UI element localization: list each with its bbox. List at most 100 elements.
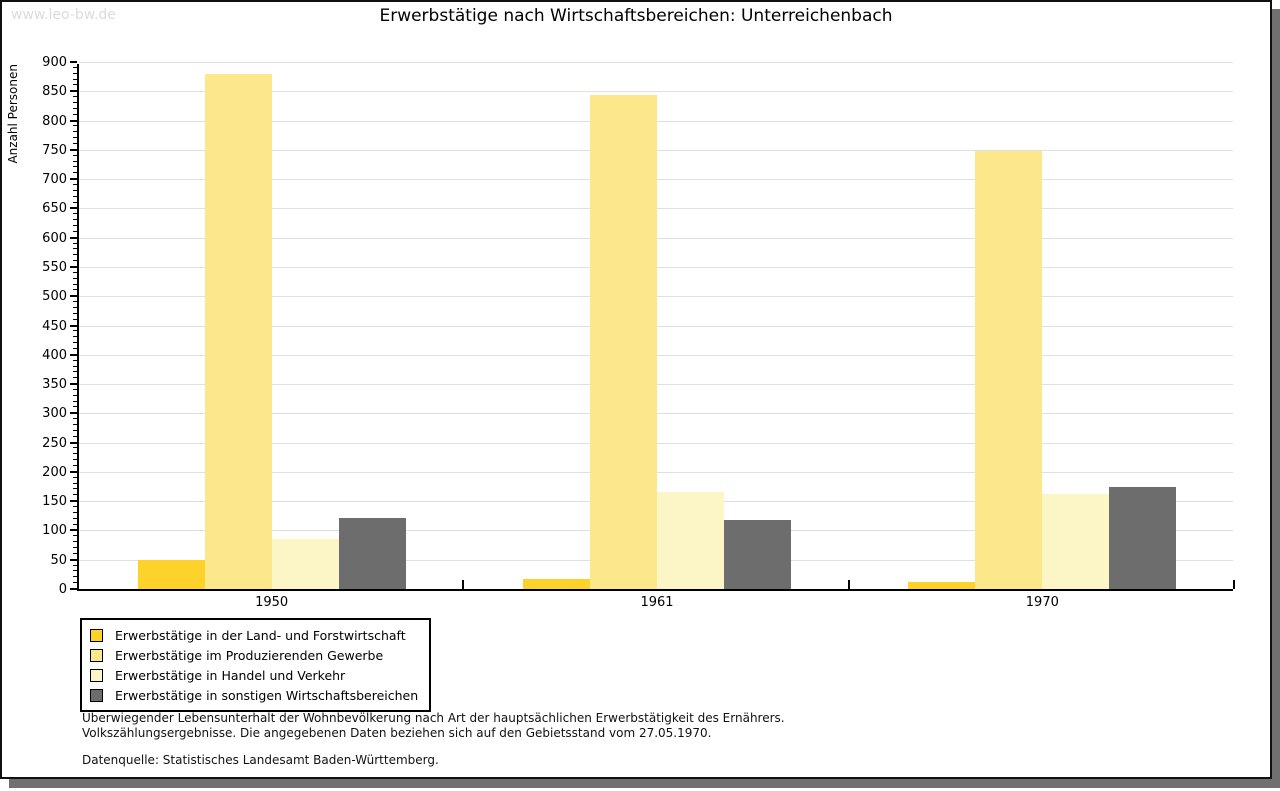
y-axis-tick-label: 650 <box>42 201 67 217</box>
y-axis-tick <box>73 224 77 226</box>
y-axis-tick <box>70 470 77 473</box>
y-axis-tick <box>70 148 77 151</box>
y-axis-tick <box>73 582 77 584</box>
y-axis-tick <box>73 488 77 490</box>
x-axis-label: 1961 <box>640 595 674 610</box>
footnote-line-1: Überwiegender Lebensunterhalt der Wohnbe… <box>82 711 785 725</box>
y-axis-tick <box>73 447 77 449</box>
y-axis-tick <box>70 265 77 268</box>
y-axis-tick <box>73 301 77 303</box>
y-axis-tick-label: 50 <box>50 552 67 568</box>
x-axis-label: 1970 <box>1025 595 1059 610</box>
y-axis-tick <box>73 482 77 484</box>
y-axis-tick <box>73 260 77 262</box>
y-axis-tick-label: 600 <box>42 230 67 246</box>
y-axis-tick <box>73 142 77 144</box>
legend-label: Erwerbstätige im Produzierenden Gewerbe <box>115 647 384 663</box>
bar-1961-s4 <box>724 519 791 589</box>
y-axis-tick <box>73 494 77 496</box>
y-axis-tick-label: 500 <box>42 289 67 305</box>
y-axis-tick <box>73 183 77 185</box>
y-axis-tick <box>73 312 77 314</box>
y-axis-tick <box>70 441 77 444</box>
y-axis-tick-label: 750 <box>42 142 67 158</box>
bar-1950-s2 <box>204 73 272 589</box>
legend-row: Erwerbstätige in sonstigen Wirtschaftsbe… <box>90 685 418 705</box>
y-axis-tick <box>73 394 77 396</box>
y-axis-tick <box>73 424 77 426</box>
y-axis-tick <box>73 96 77 98</box>
y-axis-tick <box>73 172 77 174</box>
y-axis-tick-label: 300 <box>42 406 67 422</box>
y-axis-tick-label: 550 <box>42 259 67 275</box>
y-axis-tick <box>73 400 77 402</box>
y-axis-tick <box>73 476 77 478</box>
y-axis-tick <box>73 523 77 525</box>
y-axis-tick <box>73 342 77 344</box>
y-axis-tick <box>73 289 77 291</box>
y-axis-tick <box>73 359 77 361</box>
bar-1961-s3 <box>657 492 724 589</box>
y-axis-tick <box>73 517 77 519</box>
footnote-line-2: Volkszählungsergebnisse. Die angegebenen… <box>82 725 712 740</box>
y-axis-tick <box>73 72 77 74</box>
footnotes: Überwiegender Lebensunterhalt der Wohnbe… <box>82 711 785 768</box>
chart-title: Erwerbstätige nach Wirtschaftsbereichen:… <box>379 6 893 26</box>
x-axis-tick <box>462 580 465 589</box>
bar-1950-s1 <box>137 559 205 589</box>
y-axis-tick <box>73 277 77 279</box>
y-axis-tick <box>70 558 77 561</box>
y-axis-tick <box>73 459 77 461</box>
y-axis-tick <box>73 230 77 232</box>
y-axis-tick <box>70 236 77 239</box>
y-axis-tick <box>73 347 77 349</box>
y-axis-tick <box>73 388 77 390</box>
bar-1950-s4 <box>338 517 406 589</box>
y-axis-tick <box>70 353 77 356</box>
y-axis-tick <box>73 435 77 437</box>
y-axis-tick <box>73 406 77 408</box>
y-axis-tick <box>73 365 77 367</box>
y-axis-tick <box>73 547 77 549</box>
y-axis-tick <box>70 383 77 386</box>
y-axis-tick <box>73 102 77 103</box>
bar-1961-s1 <box>523 579 590 589</box>
y-axis-tick <box>73 552 77 554</box>
y-axis-tick <box>73 511 77 513</box>
y-axis-tick <box>73 201 77 203</box>
y-axis-tick <box>73 84 77 86</box>
legend-swatch <box>90 648 103 662</box>
y-axis-tick <box>70 324 77 327</box>
y-axis-tick <box>70 90 77 93</box>
y-axis-tick <box>73 570 77 572</box>
legend-swatch <box>90 668 103 682</box>
bar-1970-s1 <box>908 581 976 589</box>
x-axis-label: 1950 <box>255 595 289 610</box>
bar-1950-s3 <box>271 539 339 589</box>
y-axis-tick <box>73 107 77 109</box>
legend-label: Erwerbstätige in der Land- und Forstwirt… <box>115 627 406 643</box>
y-axis-tick <box>73 418 77 420</box>
x-axis-tick <box>847 580 850 589</box>
y-axis-tick <box>73 66 77 68</box>
y-axis-tick <box>73 377 77 379</box>
y-axis-tick-label: 450 <box>42 318 67 334</box>
plot-area: 0 50 100 150 200 250 300 350 400 450 500 550 600 650 7… <box>42 55 1235 610</box>
legend-swatch <box>90 688 103 702</box>
y-axis-tick <box>73 336 77 338</box>
y-axis-tick <box>73 453 77 455</box>
y-axis-tick <box>73 330 77 332</box>
y-axis-tick-label: 350 <box>42 377 67 393</box>
bar-1970-s4 <box>1109 486 1177 589</box>
y-axis-tick <box>70 207 77 210</box>
y-axis-tick <box>73 271 77 273</box>
y-axis-tick <box>73 137 77 139</box>
y-axis-tick-label: 900 <box>42 55 67 70</box>
bar-1970-s2 <box>975 151 1043 589</box>
gridline <box>79 62 1233 63</box>
legend-label: Erwerbstätige in Handel und Verkehr <box>115 667 346 683</box>
y-axis-tick-label: 800 <box>42 113 67 129</box>
y-axis-tick <box>73 166 77 168</box>
y-axis-tick-label: 700 <box>42 172 67 188</box>
y-axis-tick <box>73 242 77 244</box>
